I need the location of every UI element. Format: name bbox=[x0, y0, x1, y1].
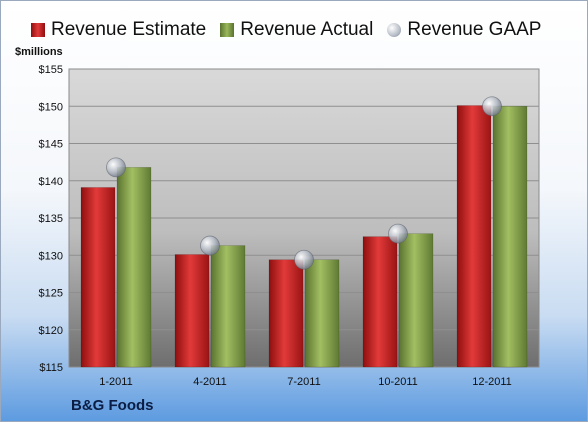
bars bbox=[80, 105, 528, 368]
y-tick-label: $150 bbox=[39, 101, 63, 113]
bar-revenue-actual bbox=[116, 167, 152, 368]
y-tick-label: $130 bbox=[39, 250, 63, 262]
bar-revenue-estimate bbox=[174, 254, 210, 368]
y-axis-ticks: $115 $120 $125 $130 $135 $140 $145 $150 $155 bbox=[39, 64, 63, 374]
bar-revenue-actual bbox=[398, 233, 434, 368]
legend-swatch-revenue-actual bbox=[220, 23, 235, 37]
y-axis-unit-label: $millions bbox=[15, 46, 63, 58]
legend-swatch-revenue-gaap bbox=[387, 23, 402, 37]
legend: Revenue Estimate Revenue Actual Revenue … bbox=[31, 19, 555, 41]
y-tick-label: $115 bbox=[39, 362, 63, 374]
company-name: B&G Foods bbox=[71, 397, 154, 414]
y-tick-label: $125 bbox=[39, 288, 63, 300]
y-tick-label: $135 bbox=[39, 213, 63, 225]
marker-revenue-gaap bbox=[388, 223, 408, 244]
legend-item-revenue-actual: Revenue Actual bbox=[220, 19, 373, 41]
legend-item-revenue-gaap: Revenue GAAP bbox=[387, 19, 541, 41]
bar-revenue-actual bbox=[210, 245, 246, 368]
bar-revenue-estimate bbox=[362, 236, 398, 368]
x-tick-label: 12-2011 bbox=[472, 376, 512, 388]
legend-swatch-revenue-estimate bbox=[31, 23, 45, 37]
x-tick-label: 1-2011 bbox=[99, 376, 132, 388]
legend-label-revenue-gaap: Revenue GAAP bbox=[407, 19, 542, 40]
legend-item-revenue-estimate: Revenue Estimate bbox=[31, 19, 206, 41]
y-tick-label: $140 bbox=[39, 176, 63, 188]
bar-revenue-estimate bbox=[456, 105, 492, 368]
legend-label-revenue-estimate: Revenue Estimate bbox=[51, 19, 207, 40]
y-tick-label: $120 bbox=[39, 325, 63, 337]
marker-revenue-gaap bbox=[200, 235, 220, 256]
x-axis-ticks: 1-2011 4-2011 7-2011 10-2011 12-2011 bbox=[99, 376, 512, 388]
marker-revenue-gaap bbox=[106, 157, 126, 178]
x-tick-label: 7-2011 bbox=[287, 376, 320, 388]
y-tick-label: $155 bbox=[39, 64, 63, 76]
gaap-markers bbox=[106, 96, 502, 270]
x-tick-label: 10-2011 bbox=[378, 376, 418, 388]
marker-revenue-gaap bbox=[294, 249, 314, 270]
bar-revenue-actual bbox=[304, 259, 340, 368]
marker-revenue-gaap bbox=[482, 96, 502, 117]
x-tick-label: 4-2011 bbox=[193, 376, 226, 388]
legend-label-revenue-actual: Revenue Actual bbox=[240, 19, 374, 40]
bar-revenue-estimate bbox=[80, 187, 116, 368]
bar-revenue-actual bbox=[492, 106, 528, 368]
bar-revenue-estimate bbox=[268, 259, 304, 368]
y-tick-label: $145 bbox=[39, 139, 63, 151]
